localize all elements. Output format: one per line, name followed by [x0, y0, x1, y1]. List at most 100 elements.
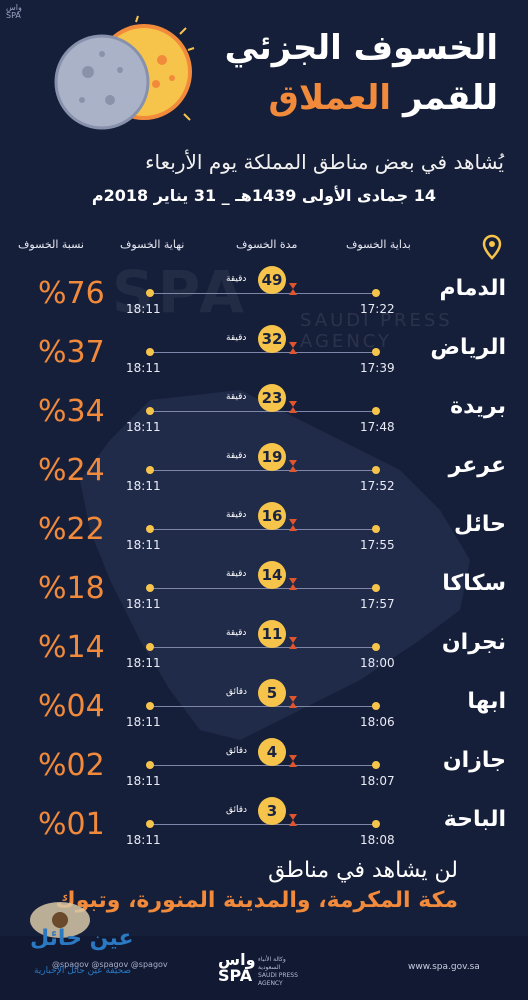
end-time: 18:11 — [126, 715, 161, 729]
city-name: جازان — [442, 748, 506, 773]
duration-value: 49 — [258, 266, 286, 294]
end-dot — [146, 820, 154, 828]
city-name: الرياض — [430, 335, 506, 360]
start-time: 17:48 — [360, 420, 395, 434]
hourglass-icon — [289, 283, 297, 295]
city-name: بريدة — [450, 394, 506, 419]
timeline-line — [150, 352, 376, 353]
location-pin-icon — [482, 234, 502, 260]
subtitle: يُشاهد في بعض مناطق المملكة يوم الأربعاء — [145, 150, 504, 174]
city-name: ابها — [467, 689, 506, 714]
end-time: 18:11 — [126, 833, 161, 847]
spa-logo: واس SPA — [218, 950, 256, 985]
timeline-line — [150, 765, 376, 766]
start-dot — [372, 820, 380, 828]
duration-value: 14 — [258, 561, 286, 589]
eclipse-percent: %14 — [38, 630, 105, 665]
duration-unit: دقيقة — [226, 392, 247, 402]
start-time: 17:55 — [360, 538, 395, 552]
start-dot — [372, 348, 380, 356]
duration-value: 23 — [258, 384, 286, 412]
timeline-line — [150, 411, 376, 412]
table-row: جازان %02 18:07 18:11 4 دقائق — [0, 738, 528, 800]
table-row: بريدة %34 17:48 18:11 23 دقيقة — [0, 384, 528, 446]
end-dot — [146, 702, 154, 710]
hourglass-icon — [289, 401, 297, 413]
hourglass-icon — [289, 696, 297, 708]
start-dot — [372, 584, 380, 592]
eclipse-percent: %24 — [38, 453, 105, 488]
end-time: 18:11 — [126, 656, 161, 670]
title-word-supermoon: العملاق — [268, 78, 392, 118]
duration-value: 16 — [258, 502, 286, 530]
end-time: 18:11 — [126, 361, 161, 375]
duration-unit: دقائق — [226, 746, 248, 756]
start-time: 18:00 — [360, 656, 395, 670]
hourglass-icon — [289, 460, 297, 472]
timeline-line — [150, 470, 376, 471]
eclipse-percent: %01 — [38, 807, 105, 842]
hourglass-icon — [289, 814, 297, 826]
end-dot — [146, 348, 154, 356]
hourglass-icon — [289, 342, 297, 354]
footer-line-1: لن يشاهد في مناطق — [268, 858, 458, 883]
hourglass-icon — [289, 755, 297, 767]
title-line-2: للقمر العملاق — [268, 78, 498, 118]
column-header-percent: نسبة الخسوف — [18, 238, 84, 251]
title-line-1: الخسوف الجزئي — [224, 28, 498, 68]
city-name: الدمام — [439, 276, 506, 301]
table-row: نجران %14 18:00 18:11 11 دقيقة — [0, 620, 528, 682]
end-time: 18:11 — [126, 302, 161, 316]
start-dot — [372, 525, 380, 533]
website-link[interactable]: www.spa.gov.sa — [408, 962, 480, 972]
duration-value: 11 — [258, 620, 286, 648]
start-time: 17:52 — [360, 479, 395, 493]
watermark-logo: SPA — [112, 258, 248, 326]
duration-value: 4 — [258, 738, 286, 766]
duration-value: 32 — [258, 325, 286, 353]
duration-value: 5 — [258, 679, 286, 707]
duration-unit: دقيقة — [226, 274, 247, 284]
duration-unit: دقيقة — [226, 569, 247, 579]
start-dot — [372, 407, 380, 415]
bottom-bar — [0, 936, 528, 1000]
eclipse-percent: %04 — [38, 689, 105, 724]
start-time: 17:57 — [360, 597, 395, 611]
eclipse-percent: %37 — [38, 335, 105, 370]
start-dot — [372, 466, 380, 474]
eclipse-percent: %34 — [38, 394, 105, 429]
eclipse-percent: %02 — [38, 748, 105, 783]
end-time: 18:11 — [126, 420, 161, 434]
city-name: نجران — [441, 630, 506, 655]
duration-unit: دقيقة — [226, 628, 247, 638]
table-row: ابها %04 18:06 18:11 5 دقائق — [0, 679, 528, 741]
timeline-line — [150, 588, 376, 589]
eclipse-moon-icon — [54, 15, 195, 130]
start-dot — [372, 702, 380, 710]
end-dot — [146, 289, 154, 297]
duration-unit: دقيقة — [226, 451, 247, 461]
city-name: حائل — [453, 512, 506, 537]
eye-logo-icon — [30, 902, 90, 938]
table-row: الرياض %37 17:39 18:11 32 دقيقة — [0, 325, 528, 387]
timeline-line — [150, 706, 376, 707]
table-row: حائل %22 17:55 18:11 16 دقيقة — [0, 502, 528, 564]
table-row: سكاكا %18 17:57 18:11 14 دقيقة — [0, 561, 528, 623]
table-row: الدمام %76 17:22 18:11 49 دقيقة — [0, 266, 528, 328]
end-time: 18:11 — [126, 774, 161, 788]
timeline-line — [150, 824, 376, 825]
eclipse-percent: %18 — [38, 571, 105, 606]
overlay-logo-caption: صحيفة عين حائل الإخبارية — [34, 966, 132, 976]
end-dot — [146, 761, 154, 769]
city-name: عرعر — [448, 453, 506, 478]
date-line: 14 جمادى الأولى 1439هـ _ 31 يناير 2018م — [91, 186, 436, 205]
column-header-end: نهاية الخسوف — [120, 238, 185, 251]
end-dot — [146, 407, 154, 415]
eclipse-percent: %76 — [38, 276, 105, 311]
column-header-start: بداية الخسوف — [346, 238, 411, 251]
start-time: 18:06 — [360, 715, 395, 729]
start-dot — [372, 643, 380, 651]
eclipse-percent: %22 — [38, 512, 105, 547]
start-dot — [372, 289, 380, 297]
